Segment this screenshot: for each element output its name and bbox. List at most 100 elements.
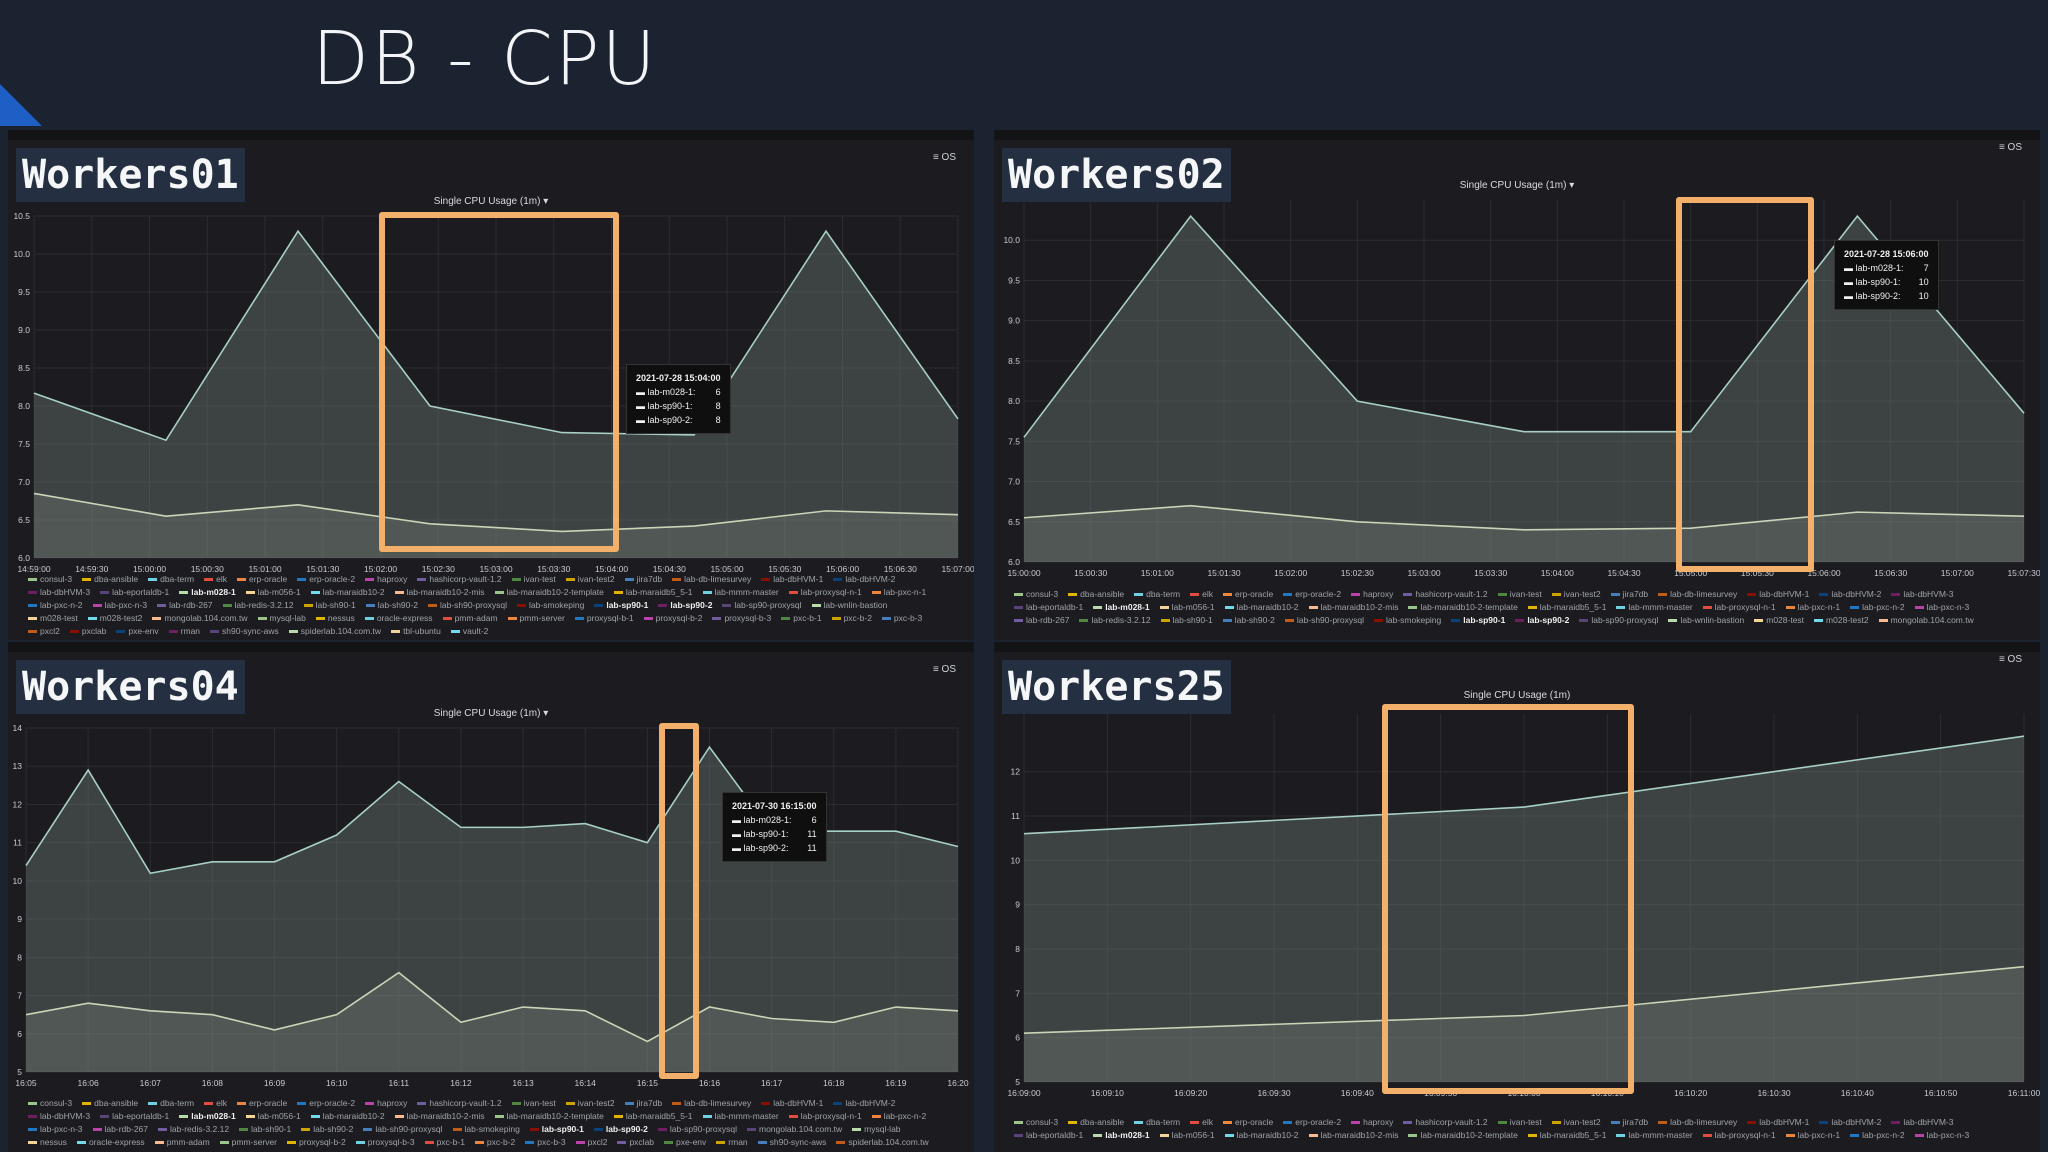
legend-item[interactable]: lab-sp90-2 [594,1123,648,1136]
legend-item[interactable]: lab-sh90-proxysql [428,599,507,612]
legend-item[interactable]: consul-3 [1014,1116,1058,1129]
legend-item[interactable]: hashicorp-vault-1.2 [417,1097,501,1110]
legend-item[interactable]: m028-test [1754,614,1804,627]
legend-item[interactable]: lab-sh90-proxysql [363,1123,442,1136]
legend-item[interactable]: pxc-b-1 [781,612,821,625]
legend-item[interactable]: lab-sp90-2 [1515,614,1569,627]
legend-item[interactable]: lab-redis-3.2.12 [158,1123,229,1136]
legend-item[interactable]: elk [204,1097,227,1110]
legend-item[interactable]: lab-pxc-n-1 [1786,601,1841,614]
legend-item[interactable]: vault-2 [451,625,489,638]
legend-item[interactable]: lab-m028-1 [1093,1129,1149,1142]
legend-item[interactable]: dba-ansible [82,1097,138,1110]
legend-item[interactable]: mysql-lab [852,1123,900,1136]
legend-item[interactable]: lab-maraidb10-2-mis [395,586,485,599]
legend-item[interactable]: lab-maraidb10-2-template [1408,1129,1517,1142]
legend-item[interactable]: pxcl2 [576,1136,608,1149]
legend-item[interactable]: m028-test [28,612,78,625]
legend-item[interactable]: nessus [28,1136,67,1149]
legend-item[interactable]: pxc-b-3 [882,612,922,625]
legend-item[interactable]: lab-eportaldb-1 [100,586,169,599]
legend-item[interactable]: ivan-test2 [566,573,615,586]
legend-item[interactable]: lab-dbHVM-2 [1819,1116,1881,1129]
legend-item[interactable]: lab-eportaldb-1 [100,1110,169,1123]
legend-item[interactable]: lab-dbHVM-1 [761,573,823,586]
legend-item[interactable]: ivan-test [1498,588,1542,601]
legend-item[interactable]: lab-db-limesurvey [672,573,751,586]
os-menu-button[interactable]: ≡ OS [932,664,956,675]
legend-item[interactable]: lab-pxc-n-3 [1915,1129,1970,1142]
legend-item[interactable]: lab-sh90-2 [366,599,418,612]
legend-item[interactable]: lab-maraidb10-2-mis [395,1110,485,1123]
legend-item[interactable]: elk [1190,1116,1213,1129]
legend-item[interactable]: lab-maraidb10-2 [311,586,385,599]
legend-item[interactable]: pxe-env [116,625,158,638]
legend-item[interactable]: lab-db-limesurvey [672,1097,751,1110]
legend-item[interactable]: lab-sp90-1 [1451,614,1505,627]
legend-item[interactable]: nessus [316,612,355,625]
legend-item[interactable]: lab-dbHVM-3 [1891,1116,1953,1129]
legend-item[interactable]: sh90-sync-aws [758,1136,827,1149]
legend-item[interactable]: erp-oracle [237,1097,287,1110]
legend-item[interactable]: lab-pxc-n-1 [1786,1129,1841,1142]
legend-item[interactable]: jira7db [1611,588,1649,601]
legend-item[interactable]: lab-sp90-1 [594,599,648,612]
legend-item[interactable]: lab-sp90-proxysql [658,1123,737,1136]
legend-item[interactable]: lab-m056-1 [1160,1129,1215,1142]
legend-item[interactable]: pxclab [70,625,107,638]
legend-item[interactable]: lab-smokeping [1374,614,1441,627]
legend-item[interactable]: spiderlab.104.com.tw [289,625,381,638]
legend-item[interactable]: dba-term [148,573,194,586]
legend-item[interactable]: spiderlab.104.com.tw [836,1136,928,1149]
legend-item[interactable]: haproxy [1351,588,1393,601]
legend-item[interactable]: lab-dbHVM-1 [1747,1116,1809,1129]
legend-item[interactable]: jira7db [625,573,663,586]
legend-item[interactable]: pxc-b-3 [525,1136,565,1149]
legend-item[interactable]: lab-mmm-master [1616,1129,1692,1142]
legend-item[interactable]: tbl-ubuntu [391,625,441,638]
legend-item[interactable]: lab-eportaldb-1 [1014,1129,1083,1142]
legend-item[interactable]: erp-oracle [237,573,287,586]
legend-item[interactable]: mysql-lab [258,612,306,625]
legend-item[interactable]: lab-dbHVM-3 [1891,588,1953,601]
legend-item[interactable]: dba-term [1134,1116,1180,1129]
legend-item[interactable]: lab-sh90-2 [1223,614,1275,627]
legend-item[interactable]: lab-sh90-proxysql [1285,614,1364,627]
legend-item[interactable]: ivan-test2 [566,1097,615,1110]
legend-item[interactable]: lab-maraidb10-2 [1225,601,1299,614]
legend-item[interactable]: lab-sp90-2 [658,599,712,612]
legend-item[interactable]: lab-maraidb5_5-1 [614,1110,693,1123]
legend-item[interactable]: lab-m056-1 [246,586,301,599]
legend-item[interactable]: lab-sh90-1 [1161,614,1213,627]
legend-item[interactable]: consul-3 [1014,588,1058,601]
legend-item[interactable]: lab-sh90-1 [239,1123,291,1136]
legend-item[interactable]: lab-m028-1 [179,1110,235,1123]
legend-item[interactable]: erp-oracle [1223,1116,1273,1129]
legend-item[interactable]: erp-oracle-2 [1283,1116,1341,1129]
legend-item[interactable]: jira7db [625,1097,663,1110]
legend-item[interactable]: ivan-test2 [1552,588,1601,601]
legend-item[interactable]: mongolab.104.com.tw [747,1123,842,1136]
legend-item[interactable]: lab-maraidb10-2-template [495,586,604,599]
legend-item[interactable]: lab-proxysql-n-1 [1703,1129,1776,1142]
legend-item[interactable]: lab-proxysql-n-1 [789,1110,862,1123]
legend-item[interactable]: proxysql-b-2 [287,1136,346,1149]
legend-item[interactable]: lab-rdb-267 [93,1123,148,1136]
legend-item[interactable]: lab-pxc-n-1 [872,586,927,599]
legend-item[interactable]: lab-sp90-proxysql [1579,614,1658,627]
legend-item[interactable]: lab-maraidb10-2-template [1408,601,1517,614]
panel-title[interactable]: Single CPU Usage (1m) [1463,690,1571,701]
legend-item[interactable]: ivan-test2 [1552,1116,1601,1129]
legend-item[interactable]: lab-proxysql-n-1 [789,586,862,599]
legend-item[interactable]: lab-dbHVM-2 [1819,588,1881,601]
legend-item[interactable]: m028-test2 [88,612,143,625]
legend-item[interactable]: lab-maraidb10-2 [1225,1129,1299,1142]
legend-item[interactable]: lab-pxc-n-3 [28,1123,83,1136]
legend-item[interactable]: lab-dbHVM-2 [833,1097,895,1110]
legend-item[interactable]: lab-maraidb10-2-template [495,1110,604,1123]
legend-item[interactable]: lab-dbHVM-1 [761,1097,823,1110]
legend-item[interactable]: pxc-b-1 [425,1136,465,1149]
legend-item[interactable]: rman [716,1136,747,1149]
legend-item[interactable]: proxysql-b-2 [644,612,703,625]
legend-item[interactable]: tbl-ubuntu [28,1149,78,1152]
